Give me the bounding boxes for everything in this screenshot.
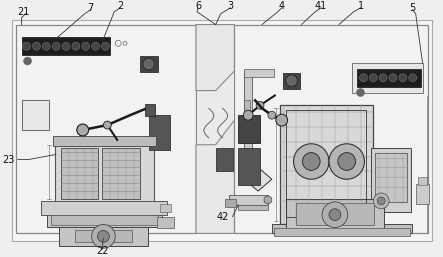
- Circle shape: [329, 144, 365, 179]
- Circle shape: [43, 42, 50, 50]
- Text: 21: 21: [18, 7, 30, 17]
- Circle shape: [276, 114, 288, 126]
- Circle shape: [101, 42, 109, 50]
- Text: 5: 5: [410, 3, 416, 13]
- Bar: [280, 105, 373, 224]
- Circle shape: [409, 74, 417, 82]
- Circle shape: [377, 197, 385, 205]
- Bar: [59, 226, 148, 246]
- Bar: [244, 100, 250, 112]
- Circle shape: [82, 42, 89, 50]
- Bar: [157, 217, 175, 228]
- Bar: [47, 209, 162, 226]
- Circle shape: [143, 58, 155, 70]
- Circle shape: [52, 42, 60, 50]
- Bar: [12, 20, 432, 241]
- Circle shape: [115, 40, 121, 46]
- Circle shape: [264, 196, 272, 204]
- Circle shape: [103, 121, 111, 129]
- Circle shape: [123, 41, 127, 45]
- Circle shape: [243, 110, 253, 120]
- Bar: [375, 153, 407, 202]
- Bar: [102, 148, 140, 199]
- Text: 2: 2: [117, 1, 123, 11]
- Bar: [357, 69, 420, 87]
- Bar: [149, 115, 171, 150]
- Circle shape: [268, 111, 276, 119]
- Text: 22: 22: [96, 246, 109, 256]
- Bar: [22, 37, 110, 55]
- Bar: [244, 69, 274, 77]
- Bar: [286, 110, 366, 217]
- Circle shape: [373, 193, 389, 209]
- Bar: [145, 104, 155, 116]
- Bar: [22, 100, 49, 130]
- Text: 23: 23: [3, 154, 15, 164]
- Bar: [216, 148, 233, 171]
- Bar: [371, 148, 411, 212]
- Circle shape: [322, 202, 348, 227]
- Circle shape: [294, 144, 329, 179]
- Circle shape: [92, 225, 115, 248]
- Bar: [225, 199, 237, 207]
- Polygon shape: [244, 167, 272, 191]
- Text: 1: 1: [358, 1, 364, 11]
- Bar: [234, 25, 428, 233]
- Text: 42: 42: [216, 212, 229, 222]
- Bar: [283, 73, 300, 89]
- Bar: [352, 63, 423, 93]
- Bar: [41, 201, 167, 215]
- Bar: [229, 195, 268, 205]
- Circle shape: [23, 57, 31, 65]
- Polygon shape: [196, 120, 234, 233]
- Text: 6: 6: [195, 1, 201, 11]
- Text: 41: 41: [315, 1, 327, 11]
- Circle shape: [399, 74, 407, 82]
- Circle shape: [77, 124, 89, 136]
- Circle shape: [389, 74, 397, 82]
- Circle shape: [369, 74, 377, 82]
- Bar: [238, 205, 268, 210]
- Bar: [416, 184, 429, 204]
- Circle shape: [329, 209, 341, 221]
- Bar: [286, 199, 384, 231]
- Bar: [16, 25, 196, 233]
- Bar: [53, 136, 155, 146]
- Bar: [295, 203, 374, 225]
- Circle shape: [62, 42, 70, 50]
- Bar: [274, 228, 410, 236]
- Circle shape: [32, 42, 40, 50]
- Circle shape: [72, 42, 80, 50]
- Bar: [238, 148, 260, 185]
- Text: 3: 3: [227, 1, 233, 11]
- Bar: [55, 140, 154, 209]
- Circle shape: [303, 153, 320, 170]
- Bar: [159, 204, 171, 212]
- Bar: [272, 224, 412, 233]
- Bar: [51, 215, 158, 225]
- Text: 4: 4: [279, 1, 285, 11]
- Bar: [61, 148, 98, 199]
- Circle shape: [97, 231, 109, 242]
- Bar: [418, 177, 427, 185]
- Bar: [196, 25, 234, 233]
- Circle shape: [23, 42, 31, 50]
- Text: 7: 7: [87, 3, 94, 13]
- Bar: [75, 231, 132, 242]
- Circle shape: [286, 75, 297, 87]
- Circle shape: [379, 74, 387, 82]
- Bar: [238, 115, 260, 143]
- Circle shape: [92, 42, 100, 50]
- Circle shape: [338, 153, 356, 170]
- Circle shape: [357, 89, 365, 96]
- Polygon shape: [196, 25, 234, 90]
- Bar: [244, 71, 252, 169]
- Circle shape: [256, 102, 264, 109]
- Bar: [140, 56, 158, 72]
- Circle shape: [360, 74, 367, 82]
